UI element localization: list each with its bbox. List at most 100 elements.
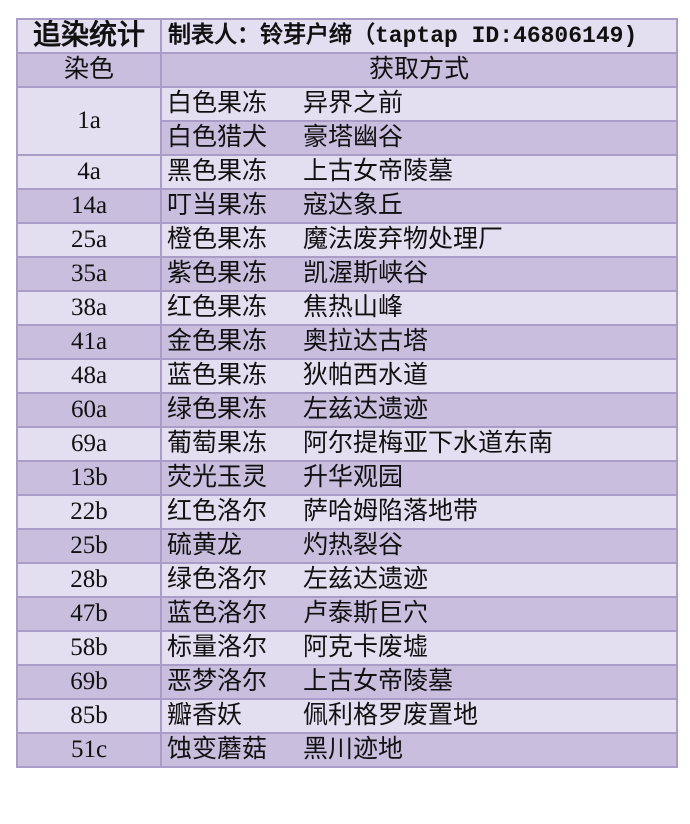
source-location: 佩利格罗废置地 [303, 702, 479, 729]
dye-cell: 41a [16, 324, 162, 360]
dye-cell: 47b [16, 596, 162, 632]
source-location: 黑川迹地 [303, 736, 404, 763]
table-row: 69a 葡萄果冻 阿尔提梅亚下水道东南 [16, 426, 678, 462]
method-cell: 绿色果冻 左兹达遗迹 [160, 392, 678, 428]
method-cell: 蓝色洛尔 卢泰斯巨穴 [160, 596, 678, 632]
title-row: 追染统计 制表人：铃芽户缔（taptap ID:46806149) [16, 18, 678, 54]
source-location: 升华观园 [303, 464, 404, 491]
source-location: 奥拉达古塔 [303, 328, 429, 355]
dye-cell: 4a [16, 154, 162, 190]
method-cell: 叮当果冻 寇达象丘 [160, 188, 678, 224]
dye-cell: 13b [16, 460, 162, 496]
dye-cell: 1a [16, 86, 162, 156]
source-location: 寇达象丘 [303, 192, 404, 219]
dye-cell: 22b [16, 494, 162, 530]
table-title: 追染统计 [16, 18, 162, 54]
source-location: 魔法废弃物处理厂 [303, 226, 504, 253]
dye-cell: 85b [16, 698, 162, 734]
source-item: 黑色果冻 [167, 158, 268, 185]
table-row: 22b 红色洛尔 萨哈姆陷落地带 [16, 494, 678, 530]
source-item: 蚀变蘑菇 [167, 736, 268, 763]
method-cell: 白色果冻 异界之前 [160, 86, 678, 122]
dye-cell: 38a [16, 290, 162, 326]
method-cell: 荧光玉灵 升华观园 [160, 460, 678, 496]
source-item: 红色洛尔 [167, 498, 268, 525]
table-row: 47b 蓝色洛尔 卢泰斯巨穴 [16, 596, 678, 632]
dye-cell: 58b [16, 630, 162, 666]
method-cell: 红色果冻 焦热山峰 [160, 290, 678, 326]
dye-cell: 35a [16, 256, 162, 292]
table-row: 4a 黑色果冻 上古女帝陵墓 [16, 154, 678, 190]
source-location: 凯渥斯峡谷 [303, 260, 429, 287]
method-cell: 葡萄果冻 阿尔提梅亚下水道东南 [160, 426, 678, 462]
source-item: 白色猎犬 [167, 124, 268, 151]
source-item: 绿色果冻 [167, 396, 268, 423]
source-item: 紫色果冻 [167, 260, 268, 287]
source-item: 红色果冻 [167, 294, 268, 321]
dye-cell: 25a [16, 222, 162, 258]
method-cell: 橙色果冻 魔法废弃物处理厂 [160, 222, 678, 258]
column-header-row: 染色 获取方式 [16, 52, 678, 88]
table-row: 35a 紫色果冻 凯渥斯峡谷 [16, 256, 678, 292]
dye-cell: 51c [16, 732, 162, 768]
method-cell: 紫色果冻 凯渥斯峡谷 [160, 256, 678, 292]
dye-cell: 69a [16, 426, 162, 462]
source-location: 左兹达遗迹 [303, 396, 429, 423]
dye-cell: 48a [16, 358, 162, 394]
source-location: 焦热山峰 [303, 294, 404, 321]
table-row: 14a 叮当果冻 寇达象丘 [16, 188, 678, 224]
table-row: 38a 红色果冻 焦热山峰 [16, 290, 678, 326]
method-cell: 绿色洛尔 左兹达遗迹 [160, 562, 678, 598]
source-item: 葡萄果冻 [167, 430, 268, 457]
source-item: 白色果冻 [167, 90, 268, 117]
source-item: 标量洛尔 [167, 634, 268, 661]
source-item: 蓝色果冻 [167, 362, 268, 389]
source-location: 上古女帝陵墓 [303, 668, 454, 695]
source-location: 狄帕西水道 [303, 362, 429, 389]
table-row: 60a 绿色果冻 左兹达遗迹 [16, 392, 678, 428]
source-location: 左兹达遗迹 [303, 566, 429, 593]
source-item: 荧光玉灵 [167, 464, 268, 491]
method-cell: 白色猎犬 豪塔幽谷 [160, 120, 678, 156]
table-row: 48a 蓝色果冻 狄帕西水道 [16, 358, 678, 394]
source-item: 橙色果冻 [167, 226, 268, 253]
source-item: 金色果冻 [167, 328, 268, 355]
source-location: 萨哈姆陷落地带 [303, 498, 479, 525]
source-item: 绿色洛尔 [167, 566, 268, 593]
source-location: 上古女帝陵墓 [303, 158, 454, 185]
table-row: 白色猎犬 豪塔幽谷 [17, 120, 678, 156]
dye-cell: 69b [16, 664, 162, 700]
method-cell: 金色果冻 奥拉达古塔 [160, 324, 678, 360]
table-row: 25b 硫黄龙 灼热裂谷 [16, 528, 678, 564]
source-location: 阿克卡废墟 [303, 634, 429, 661]
table-row: 13b 荧光玉灵 升华观园 [16, 460, 678, 496]
source-item: 叮当果冻 [167, 192, 268, 219]
table-maker: 制表人：铃芽户缔（taptap ID:46806149) [160, 18, 678, 54]
table-row: 28b 绿色洛尔 左兹达遗迹 [16, 562, 678, 598]
source-location: 卢泰斯巨穴 [303, 600, 429, 627]
dye-table: 追染统计 制表人：铃芽户缔（taptap ID:46806149) 染色 获取方… [16, 18, 678, 768]
column-header-method: 获取方式 [160, 52, 678, 88]
dye-cell: 28b [16, 562, 162, 598]
method-cell: 硫黄龙 灼热裂谷 [160, 528, 678, 564]
column-header-dye: 染色 [16, 52, 162, 88]
source-item: 蓝色洛尔 [167, 600, 268, 627]
table-row: 85b 瓣香妖 佩利格罗废置地 [16, 698, 678, 734]
source-item: 恶梦洛尔 [167, 668, 268, 695]
source-location: 异界之前 [303, 90, 404, 117]
table-row: 51c 蚀变蘑菇 黑川迹地 [16, 732, 678, 768]
source-location: 豪塔幽谷 [303, 124, 404, 151]
source-item: 硫黄龙 [167, 532, 243, 559]
method-cell: 瓣香妖 佩利格罗废置地 [160, 698, 678, 734]
source-location: 灼热裂谷 [303, 532, 404, 559]
table-row: 41a 金色果冻 奥拉达古塔 [16, 324, 678, 360]
method-cell: 红色洛尔 萨哈姆陷落地带 [160, 494, 678, 530]
dye-cell: 14a [16, 188, 162, 224]
source-location: 阿尔提梅亚下水道东南 [303, 430, 554, 457]
dye-cell: 60a [16, 392, 162, 428]
table-row: 69b 恶梦洛尔 上古女帝陵墓 [16, 664, 678, 700]
method-cell: 标量洛尔 阿克卡废墟 [160, 630, 678, 666]
method-cell: 蚀变蘑菇 黑川迹地 [160, 732, 678, 768]
table-row: 58b 标量洛尔 阿克卡废墟 [16, 630, 678, 666]
method-cell: 黑色果冻 上古女帝陵墓 [160, 154, 678, 190]
